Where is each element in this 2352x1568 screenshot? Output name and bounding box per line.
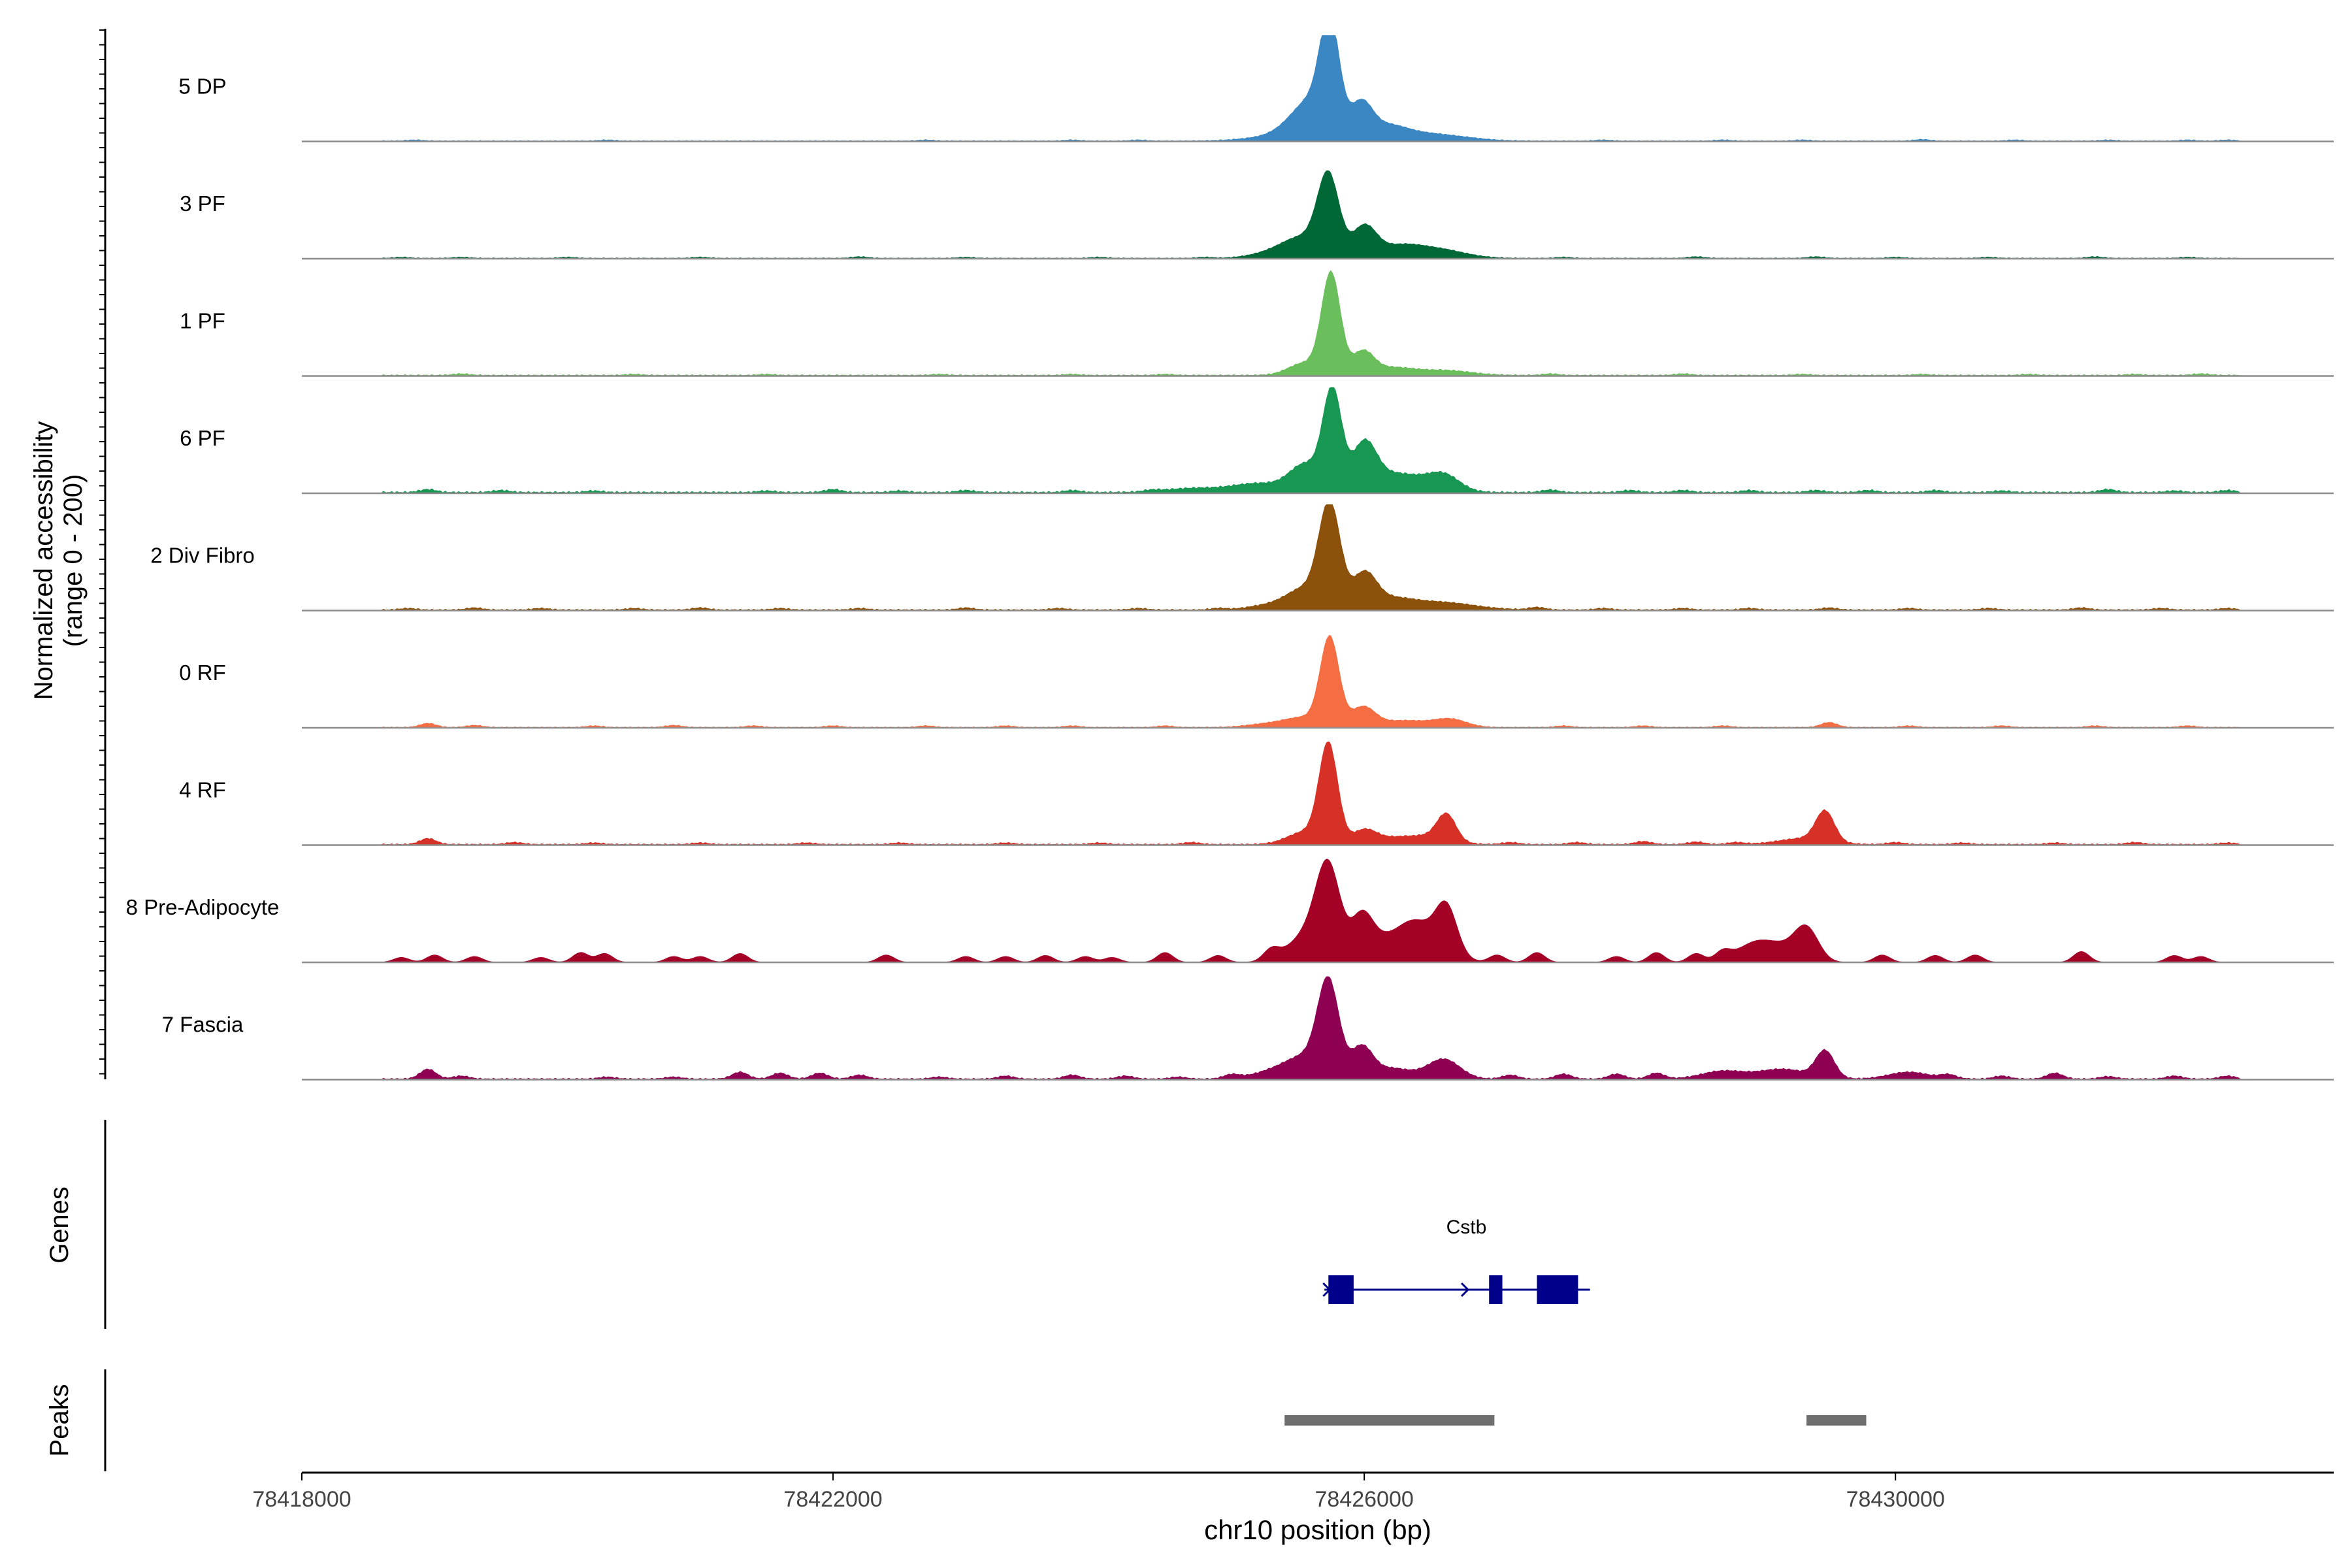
track-5-dp: 5 DP [178,35,2334,142]
track-label: 2 Div Fibro [150,544,255,568]
track-8-pre-adipocyte: 8 Pre-Adipocyte [126,858,2334,964]
peak-region-bar [1284,1415,1495,1426]
gene-exon [1537,1275,1578,1304]
coverage-area-1-pf [302,270,2334,377]
gene-exon [1328,1275,1354,1304]
x-tick-label: 78422000 [783,1487,882,1512]
track-label: 6 PF [180,426,225,450]
track-label: 4 RF [179,778,226,802]
coverage-area-4-rf [302,742,2334,846]
coverage-area-8-pre-adipocyte [302,858,2334,963]
strand-arrow [1460,1282,1470,1298]
track-4-rf: 4 RF [179,742,2334,846]
coverage-area-7-fascia [302,976,2334,1081]
gene-name-label: Cstb [1446,1217,1487,1238]
coverage-area-5-dp [302,35,2334,142]
gene-exon [1489,1275,1503,1304]
x-tick-label: 78418000 [252,1487,351,1512]
track-3-pf: 3 PF [180,170,2334,260]
y-axis-range-label: (range 0 - 200) [59,474,88,647]
track-label: 7 Fascia [162,1013,244,1037]
coverage-area-6-pf [302,387,2334,494]
track-1-pf: 1 PF [180,270,2334,377]
track-label: 8 Pre-Adipocyte [126,895,280,919]
track-2-div-fibro: 2 Div Fibro [150,504,2334,612]
track-label: 0 RF [179,661,226,685]
coverage-area-0-rf [302,634,2334,728]
strand-arrow [1322,1282,1331,1298]
coverage-tracks: 5 DP 3 PF 1 PF 6 PF 2 Div Fibro 0 RF 4 RF 8 Pre… [126,35,2334,1081]
y-axis-label: Normalized accessibility [29,421,58,700]
track-label: 5 DP [178,74,226,99]
track-6-pf: 6 PF [180,387,2334,495]
track-label: 1 PF [180,309,225,333]
peak-regions [1284,1415,1867,1426]
x-axis-ticks: 78418000 78422000 78426000 78430000 [252,1473,1945,1512]
coverage-area-2-div-fibro [302,504,2334,612]
x-tick-label: 78430000 [1846,1487,1945,1512]
track-label: 3 PF [180,191,225,216]
peaks-panel-label: Peaks [45,1384,74,1456]
coverage-area-3-pf [302,170,2334,259]
x-axis-label: chr10 position (bp) [1204,1514,1431,1545]
coverage-y-ticks [99,29,105,1075]
track-7-fascia: 7 Fascia [162,976,2334,1081]
peak-region-bar [1806,1415,1867,1426]
genes-panel-label: Genes [45,1186,74,1264]
x-tick-label: 78426000 [1315,1487,1414,1512]
track-0-rf: 0 RF [179,634,2334,729]
gene-model [1322,1275,1590,1304]
